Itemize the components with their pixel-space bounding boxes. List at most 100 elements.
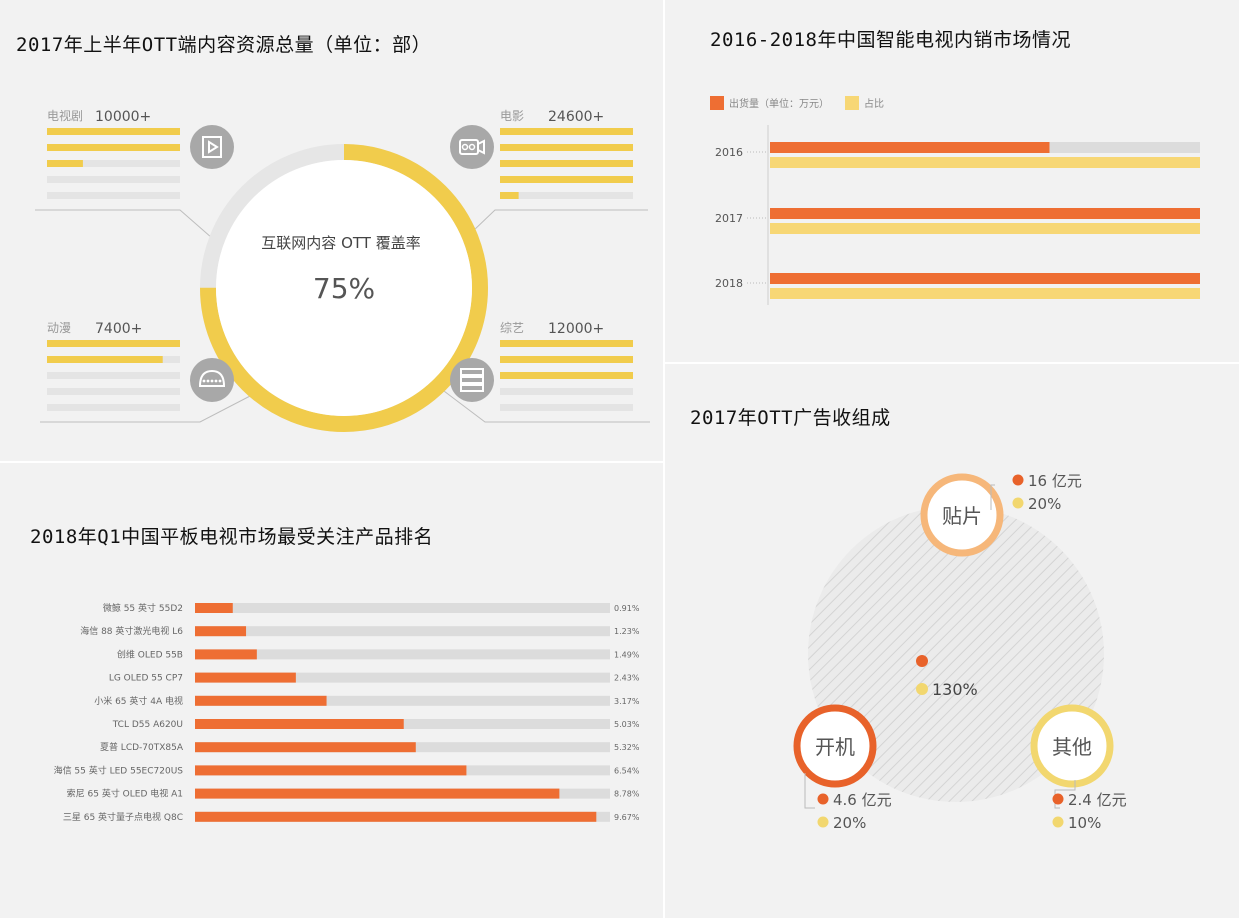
shipments-bar [770,142,1050,153]
category-bar [500,340,633,347]
product-value: 6.54% [614,766,640,775]
tv-show-icon [450,358,494,402]
category-bar [47,356,163,363]
product-bar [195,788,560,799]
product-bar [195,765,467,776]
panel4-title: 2017年OTT广告收组成 [690,407,891,429]
category-bar-track [500,388,633,395]
category-bar [47,340,180,347]
product-bar [195,811,597,822]
ad-item-dot-amount [1052,793,1064,805]
legend-label-shipments: 出货量（单位：万元） [729,97,829,110]
product-label: 创维 OLED 55B [117,648,183,660]
product-label: 小米 65 英寸 4A 电视 [94,695,183,707]
ad-item-dot-amount [1012,474,1024,486]
product-ranking-chart: 微鲸 55 英寸 55D2 0.91% 海信 88 英寸激光电视 L6 1.23% 创维… [54,602,640,823]
ad-item: 其他 2.4 亿元 10% [1030,704,1127,832]
product-bar [195,719,404,729]
ad-item-dot-share [817,816,829,828]
coverage-center [216,160,472,416]
product-track [195,603,610,613]
product-bar [195,603,233,613]
category-bar [47,160,83,167]
product-bar [195,672,296,683]
ad-item-amount: 4.6 亿元 [833,791,892,809]
product-bar [195,695,327,706]
ad-item-leader [990,484,995,510]
product-value: 3.17% [614,697,640,706]
content-resource-chart: 互联网内容 OTT 覆盖率 75% 电视剧 10000+ 电影 24600+ 动漫 740… [35,108,650,432]
category-value: 24600+ [548,109,604,125]
product-label: 海信 55 英寸 LED 55EC720US [54,764,184,776]
product-track [195,695,610,706]
category-name: 电视剧 [47,108,83,123]
ad-item-dot-share [1052,816,1064,828]
category-bar [500,192,519,199]
legend-swatch-share [845,96,859,110]
category-bar [500,128,633,135]
product-value: 0.91% [614,604,640,613]
year-label: 2016 [715,146,743,159]
legend-swatch-shipments [710,96,724,110]
share-bar [770,223,1200,234]
shipments-bar [770,273,1200,284]
ad-item: 开机 4.6 亿元 20% [793,704,892,832]
ad-item-share: 10% [1068,814,1101,832]
category-bar-track [47,160,180,167]
ad-item-name: 贴片 [942,504,982,528]
right-divider [665,362,1239,364]
product-bar [195,649,257,660]
play-icon [190,125,234,169]
ad-item-share: 20% [833,814,866,832]
category-bar-track [47,176,180,183]
ad-item-circle [920,473,1004,557]
total-circle [808,506,1104,802]
film-camera-icon [450,125,494,169]
ad-item-amount: 16 亿元 [1028,472,1082,490]
panel3-title: 2018年Q1中国平板电视市场最受关注产品排名 [30,526,434,548]
left-divider [0,461,663,463]
category-name: 电影 [500,109,524,123]
year-label: 2018 [715,277,743,290]
category-bar [47,128,180,135]
product-track [195,672,610,683]
ad-item-name: 其他 [1052,735,1092,759]
category-bar [500,356,633,363]
vertical-divider [663,0,665,918]
panel1-title: 2017年上半年OTT端内容资源总量（单位：部） [16,34,432,56]
ad-item-circle [793,704,877,788]
product-value: 5.32% [614,743,640,752]
product-label: 索尼 65 英寸 OLED 电视 A1 [67,788,183,800]
product-value: 1.23% [614,627,640,636]
center-dot-yellow [916,683,928,695]
center-label: 互联网内容 OTT 覆盖率 [261,234,420,252]
product-value: 8.78% [614,790,640,799]
product-value: 9.67% [614,813,640,822]
ad-item-name: 开机 [815,735,855,759]
coverage-value: 75% [313,272,375,305]
category-bar-track [500,404,633,411]
panel2-title: 2016-2018年中国智能电视内销市场情况 [710,29,1071,51]
category-bar-track [47,404,180,411]
ad-item-circle [1030,704,1114,788]
ad-item: 贴片 16 亿元 20% [920,472,1082,557]
product-label: 夏普 LCD-70TX85A [100,741,184,753]
category-bar-track [500,192,633,199]
ad-item-leader [1054,780,1076,809]
center-percent: 130% [932,680,978,699]
ad-item-leader [804,773,815,809]
year-label: 2017 [715,212,743,225]
category-value: 12000+ [548,321,604,337]
cartoon-icon [190,358,234,402]
product-track [195,649,610,660]
product-track [195,626,610,637]
category-bar-track [47,372,180,379]
category-bar [500,160,633,167]
product-value: 1.49% [614,650,640,659]
product-value: 2.43% [614,674,640,683]
category-value: 10000+ [95,109,151,125]
ad-item-dot-amount [817,793,829,805]
ad-item-share: 20% [1028,495,1061,513]
market-bar-chart: 出货量（单位：万元） 占比 2016 2017 2018 [710,96,1200,305]
shipments-bar [770,208,1200,219]
